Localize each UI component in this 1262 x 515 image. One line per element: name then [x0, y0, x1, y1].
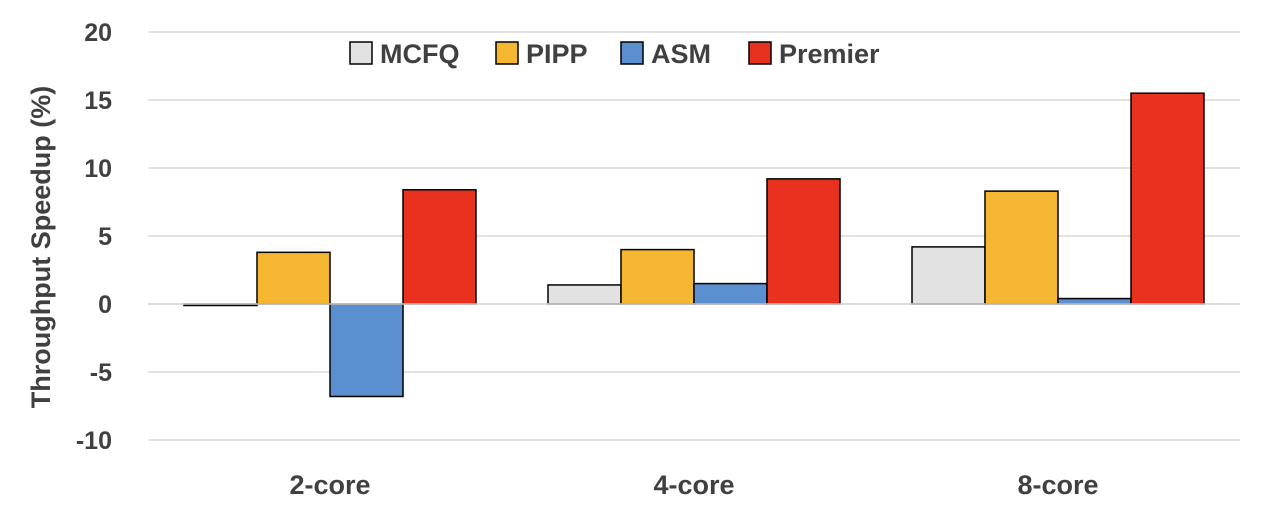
- y-axis-ticks: 20 15 10 5 0 -5 -10: [76, 19, 112, 455]
- legend-swatch-premier: [748, 41, 772, 65]
- legend-swatch-asm: [620, 41, 644, 65]
- bar-asm-2-core: [329, 303, 404, 398]
- legend-label-mcfq: MCFQ: [380, 39, 459, 69]
- legend-swatch-mcfq: [349, 41, 373, 65]
- y-tick-label: 20: [84, 19, 112, 47]
- legend-swatch-pipp: [495, 41, 519, 65]
- y-tick-label: -10: [76, 427, 112, 455]
- bar-asm-8-core: [1057, 297, 1132, 305]
- y-axis-title: Throughput Speedup (%): [26, 86, 56, 408]
- bar-pipp-8-core: [984, 190, 1059, 305]
- legend-label-asm: ASM: [651, 39, 711, 69]
- x-category-label: 8-core: [1017, 470, 1098, 500]
- x-category-label: 4-core: [653, 470, 734, 500]
- bar-asm-4-core: [693, 282, 768, 305]
- bar-mcfq-4-core: [547, 284, 622, 305]
- bar-pipp-4-core: [620, 248, 695, 305]
- y-tick-label: 5: [98, 223, 112, 251]
- bar-premier-2-core: [402, 189, 477, 305]
- legend-label-pipp: PIPP: [526, 39, 588, 69]
- y-tick-label: 15: [84, 87, 112, 115]
- y-tick-label: 0: [98, 291, 112, 319]
- bar-premier-8-core: [1130, 92, 1205, 305]
- y-tick-label: -5: [90, 359, 112, 387]
- bar-premier-4-core: [766, 178, 841, 305]
- bar-pipp-2-core: [256, 251, 331, 305]
- gridlines: [148, 31, 1240, 441]
- x-axis-categories: 2-core 4-core 8-core: [289, 470, 1098, 500]
- legend-label-premier: Premier: [779, 39, 880, 69]
- bars: [183, 92, 1205, 398]
- legend: MCFQ PIPP ASM Premier: [349, 39, 880, 69]
- x-category-label: 2-core: [289, 470, 370, 500]
- bar-mcfq-8-core: [911, 246, 986, 305]
- y-tick-label: 10: [84, 155, 112, 183]
